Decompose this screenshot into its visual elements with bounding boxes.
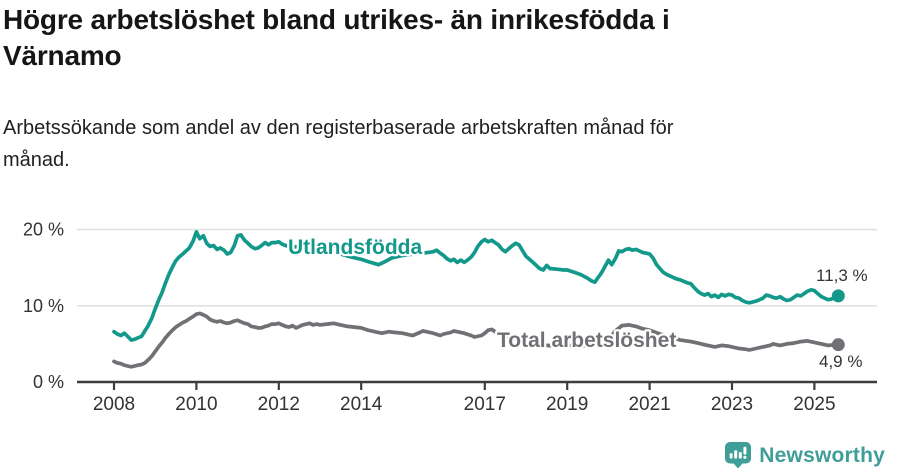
series-label-total-arbetsloshet: Total arbetslöshet xyxy=(497,329,676,352)
x-axis-label-2021: 2021 xyxy=(628,394,670,415)
page-title: Högre arbetslöshet bland utrikes- än inr… xyxy=(3,4,670,71)
bar-1 xyxy=(729,453,733,459)
x-axis-label-2014: 2014 xyxy=(340,394,383,415)
series-end-dot-total-arbetsloshet xyxy=(831,338,845,352)
series-end-value-total-arbetsloshet: 4,9 % xyxy=(819,352,862,371)
bar-2 xyxy=(734,450,738,459)
brand-name: Newsworthy xyxy=(759,443,885,467)
x-axis-label-2012: 2012 xyxy=(258,394,300,415)
bar-3 xyxy=(739,452,743,459)
y-axis-label-10: 10 % xyxy=(23,296,64,316)
exclamation-bar xyxy=(743,446,747,455)
series-end-dot-utlandsfodda xyxy=(831,289,845,303)
series-line-total-arbetsloshet xyxy=(112,311,841,369)
x-axis-label-2023: 2023 xyxy=(711,394,753,415)
speech-bubble-shape xyxy=(725,442,752,469)
exclamation-dot xyxy=(743,455,747,459)
x-axis-label-2017: 2017 xyxy=(464,394,506,415)
x-axis-label-2025: 2025 xyxy=(793,394,835,415)
newsworthy-logo[interactable]: Newsworthy xyxy=(724,441,885,470)
series-line-utlandsfodda xyxy=(112,230,841,342)
x-axis-label-2019: 2019 xyxy=(546,394,588,415)
y-axis-label-0: 0 % xyxy=(33,372,64,392)
series-label-utlandsfodda: Utlandsfödda xyxy=(288,236,422,259)
x-axis-label-2008: 2008 xyxy=(93,394,135,415)
y-axis-label-20: 20 % xyxy=(23,220,64,240)
x-axis-label-2010: 2010 xyxy=(175,394,217,415)
newsworthy-icon xyxy=(725,442,752,469)
chart-subtitle: Arbetssökande som andel av den registerb… xyxy=(3,117,674,171)
series-end-value-utlandsfodda: 11,3 % xyxy=(816,266,868,285)
